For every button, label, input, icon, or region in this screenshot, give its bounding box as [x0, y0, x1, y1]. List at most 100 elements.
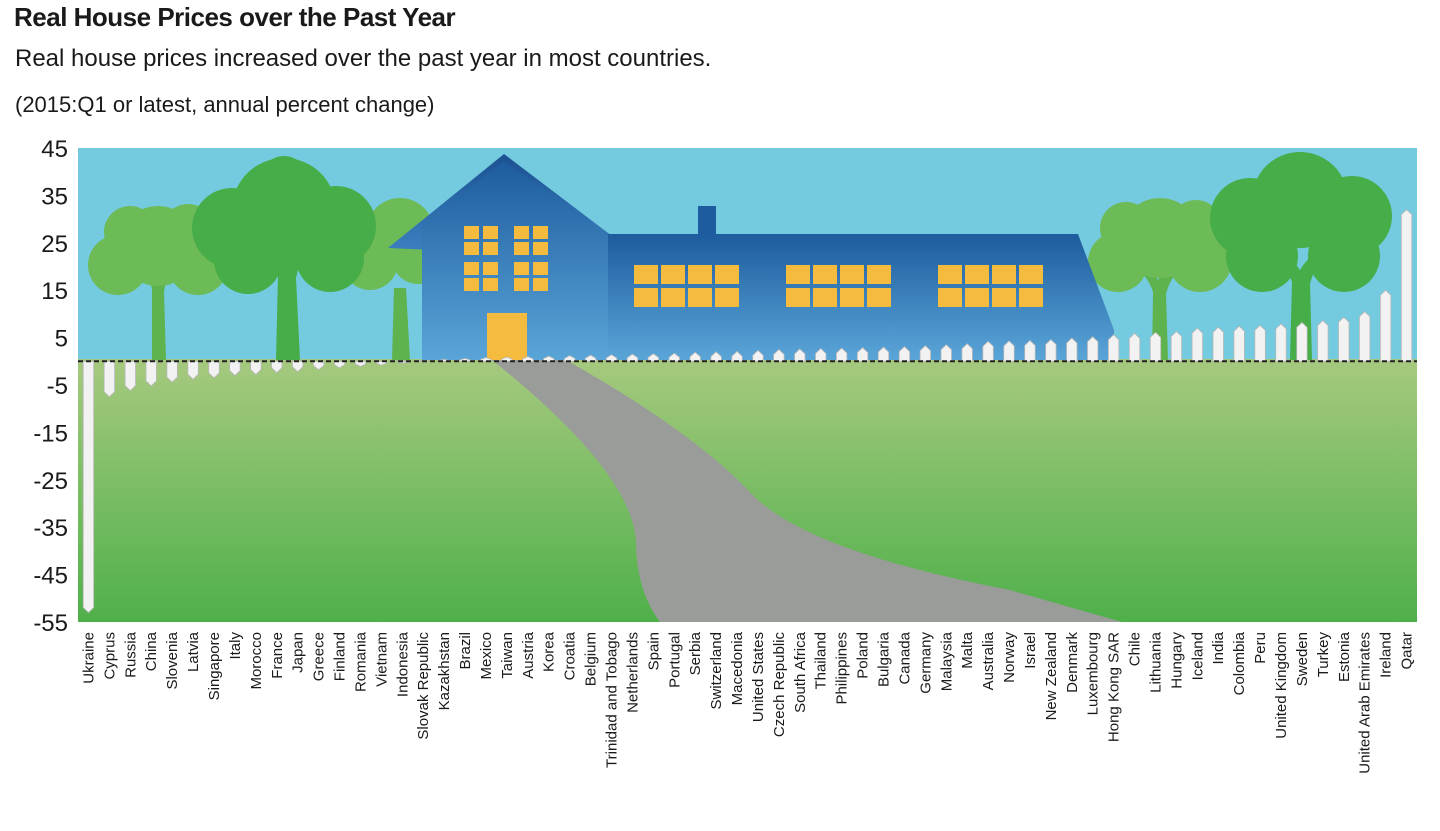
x-tick-label: Sweden — [1294, 632, 1311, 686]
x-tick-label: Latvia — [185, 631, 202, 672]
bar-australia — [982, 340, 994, 362]
x-tick-label: New Zealand — [1043, 632, 1060, 720]
y-tick-label: 45 — [41, 136, 68, 163]
door-icon — [487, 313, 527, 360]
bar-slovenia — [166, 360, 178, 383]
bar-cyprus — [103, 360, 116, 398]
bar-turkey — [1317, 319, 1329, 362]
x-tick-label: Morocco — [248, 632, 265, 690]
x-tick-label: Iceland — [1189, 632, 1206, 680]
x-tick-label: Vietnam — [373, 632, 390, 687]
x-tick-label: Indonesia — [394, 631, 411, 697]
x-tick-label: Bulgaria — [875, 631, 892, 687]
x-tick-label: Slovenia — [164, 631, 181, 689]
x-tick-label: Thailand — [813, 632, 830, 690]
x-tick-label: Lithuania — [1147, 631, 1164, 693]
y-tick-label: -45 — [33, 563, 68, 590]
x-tick-label: Qatar — [1399, 632, 1416, 670]
bar-morocco — [250, 360, 262, 376]
bar-macedonia — [731, 350, 743, 362]
x-tick-label: Kazakhstan — [436, 632, 453, 710]
x-tick-label: Finland — [332, 632, 349, 681]
tree-icon — [1210, 152, 1392, 360]
bar-estonia — [1338, 316, 1350, 362]
bar-hungary — [1170, 330, 1183, 362]
x-tick-label: Philippines — [834, 632, 851, 705]
x-tick-label: Cyprus — [101, 632, 118, 680]
x-tick-label: Germany — [917, 632, 934, 694]
y-tick-label: 15 — [41, 278, 68, 305]
bar-lithuania — [1149, 331, 1162, 362]
bar-chile — [1128, 332, 1141, 362]
background-scene — [78, 148, 1417, 622]
x-tick-label: India — [1210, 631, 1227, 664]
x-axis: Ukraine Cyprus Russia China Slovenia Latvia Si… — [80, 631, 1415, 773]
bar-iceland — [1191, 327, 1203, 362]
x-tick-label: South Africa — [792, 631, 809, 713]
bar-new-zealand — [1045, 338, 1057, 362]
x-tick-label: Netherlands — [624, 632, 641, 713]
bar-india — [1212, 326, 1224, 362]
house-illustration — [388, 154, 1114, 360]
bar-netherlands — [626, 353, 639, 362]
x-tick-label: Israel — [1022, 632, 1039, 669]
x-tick-label: Russia — [122, 631, 139, 678]
x-tick-label: Singapore — [206, 632, 223, 700]
bars-layer — [82, 209, 1413, 614]
x-tick-label: Turkey — [1315, 632, 1332, 678]
x-tick-label: United Arab Emirates — [1357, 632, 1374, 774]
bar-sweden — [1296, 321, 1308, 362]
x-tick-label: Italy — [227, 632, 244, 660]
x-tick-label: Australia — [980, 631, 997, 690]
y-tick-label: -25 — [33, 468, 68, 495]
x-tick-label: Malta — [959, 631, 976, 668]
bar-norway — [1003, 340, 1015, 362]
bar-denmark — [1066, 337, 1078, 362]
x-tick-label: Korea — [541, 631, 558, 672]
x-tick-label: Serbia — [687, 631, 704, 675]
x-tick-label: Hungary — [1168, 632, 1185, 689]
x-tick-label: Austria — [520, 631, 537, 678]
x-tick-label: Macedonia — [729, 631, 746, 705]
bar-luxembourg — [1087, 336, 1099, 362]
x-tick-label: Peru — [1252, 632, 1269, 664]
x-tick-label: Malaysia — [938, 631, 955, 691]
x-tick-label: Taiwan — [499, 632, 516, 679]
bar-united-arab-emirates — [1359, 310, 1371, 362]
y-tick-label: -35 — [33, 515, 68, 542]
x-tick-label: Romania — [352, 631, 369, 692]
chart-subtitle: Real house prices increased over the pas… — [15, 45, 712, 72]
bar-china — [145, 360, 157, 387]
bar-ukraine — [82, 360, 95, 614]
x-tick-label: Greece — [311, 632, 328, 681]
house-front — [422, 162, 612, 360]
y-tick-label: -5 — [47, 373, 68, 400]
x-tick-label: Mexico — [478, 632, 495, 680]
bar-latvia — [187, 360, 199, 380]
x-tick-label: Ireland — [1378, 632, 1395, 678]
tree-icon — [1088, 198, 1232, 360]
x-tick-label: Ukraine — [80, 632, 97, 684]
x-tick-label: Portugal — [666, 632, 683, 688]
bar-colombia — [1233, 325, 1245, 362]
x-tick-label: Denmark — [1064, 632, 1081, 693]
x-tick-label: Chile — [1127, 632, 1144, 666]
x-tick-label: Colombia — [1231, 631, 1248, 695]
bar-south-africa — [794, 348, 806, 362]
x-tick-label: Poland — [855, 632, 872, 679]
y-tick-label: 35 — [41, 183, 68, 210]
x-tick-label: Hong Kong SAR — [1106, 632, 1123, 742]
bar-romania — [354, 360, 367, 367]
bar-austria — [522, 356, 534, 362]
bar-croatia — [564, 355, 576, 362]
x-tick-label: Canada — [896, 631, 913, 684]
y-tick-label: -15 — [33, 420, 68, 447]
bar-philippines — [836, 347, 848, 362]
x-tick-label: Trinidad and Tobago — [604, 632, 621, 768]
bar-russia — [124, 360, 136, 392]
bar-japan — [292, 360, 304, 373]
window-icon — [464, 226, 548, 291]
chimney — [698, 206, 716, 238]
x-tick-label: Japan — [290, 632, 307, 673]
tree-icon — [192, 156, 376, 360]
